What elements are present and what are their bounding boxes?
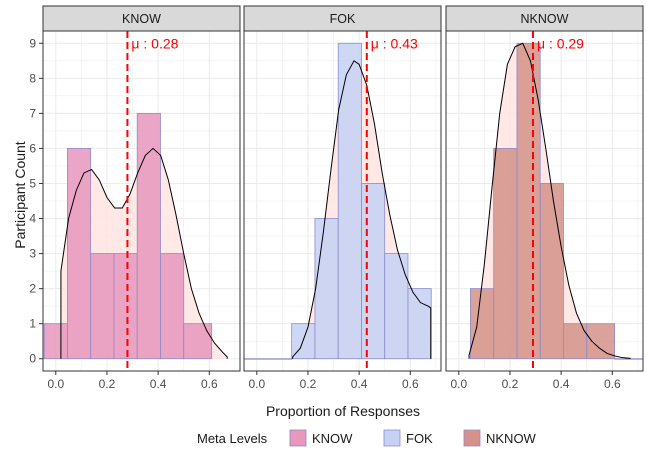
x-tick-label: 0.4 [351,377,368,391]
x-tick-label: 0.0 [248,377,265,391]
legend-swatch-know [289,429,307,447]
bar-know-1 [67,148,92,360]
y-tick-label: 0 [29,352,36,366]
bar-know-4 [136,112,161,360]
y-tick-label: 1 [29,317,36,331]
facet-panels: μ : 0.28 KNOW 0.0 0.2 0.4 0.6 μ : 0.43 FOK 0.0 0.… [42,5,644,391]
bar-know-6 [183,323,213,360]
legend-label-fok: FOK [406,431,433,446]
density-line-nknow [468,42,631,359]
facet-strip-label: FOK [330,12,356,26]
legend-label-nknow: NKNOW [486,431,537,446]
bar-nknow-3 [539,183,564,360]
facet-strip-label: NKNOW [521,12,569,26]
mean-label-know: μ : 0.28 [131,35,178,51]
facet-panel-know: μ : 0.28 KNOW 0.0 0.2 0.4 0.6 [42,5,241,391]
bar-know-2 [90,253,115,360]
bar-fok-5 [384,253,409,360]
facet-panel-fok: μ : 0.43 FOK 0.0 0.2 0.4 0.6 [243,5,442,391]
x-tick-label: 0.6 [402,377,419,391]
density-line-know [60,147,228,359]
bar-nknow-0 [470,288,495,360]
x-tick-label: 0.4 [553,377,570,391]
y-axis-title: Participant Count [12,141,28,249]
x-tick-label: 0.6 [201,377,218,391]
y-tick-label: 2 [29,282,36,296]
x-tick-label: 0.0 [47,377,64,391]
legend-label-know: KNOW [312,431,353,446]
facet-panel-nknow: μ : 0.29 NKNOW 0.0 0.2 0.4 0.6 [445,5,644,391]
bar-fok-4 [361,183,386,360]
facet-strip [243,5,442,32]
bar-know-0 [43,323,68,360]
facet-strip-label: KNOW [122,12,161,26]
bar-know-5 [160,253,185,360]
mean-label-fok: μ : 0.43 [371,35,418,51]
bar-know-3 [113,253,138,360]
legend-swatch-nknow [463,429,481,447]
y-tick-label: 8 [29,71,36,85]
bar-nknow-5 [586,323,616,360]
bar-nknow-1 [493,148,518,360]
bar-fok-2 [314,218,339,360]
legend: Meta Levels KNOW FOK NKNOW [197,429,537,447]
x-tick-label: 0.2 [300,377,317,391]
y-tick-label: 6 [29,141,36,155]
facet-strip [42,5,241,32]
legend-title: Meta Levels [197,431,268,446]
y-tick-label: 3 [29,247,36,261]
density-line-fok [292,60,432,359]
bar-nknow-6 [614,358,644,360]
bar-fok-6 [407,288,432,360]
y-tick-label: 7 [29,106,36,120]
mean-label-nknow: μ : 0.29 [537,35,584,51]
legend-swatch-fok [383,429,401,447]
x-axis-title: Proportion of Responses [266,403,420,419]
bar-fok-3 [337,42,362,360]
y-axis: 0 1 2 3 4 5 6 7 8 9 [29,36,43,366]
x-tick-label: 0.6 [604,377,621,391]
x-tick-label: 0.2 [502,377,519,391]
x-tick-label: 0.4 [150,377,167,391]
y-tick-label: 4 [29,212,36,226]
x-tick-label: 0.0 [450,377,467,391]
x-tick-label: 0.2 [99,377,116,391]
bar-fok-0 [243,358,293,360]
y-tick-label: 5 [29,176,36,190]
y-tick-label: 9 [29,36,36,50]
facet-strip [445,5,644,32]
